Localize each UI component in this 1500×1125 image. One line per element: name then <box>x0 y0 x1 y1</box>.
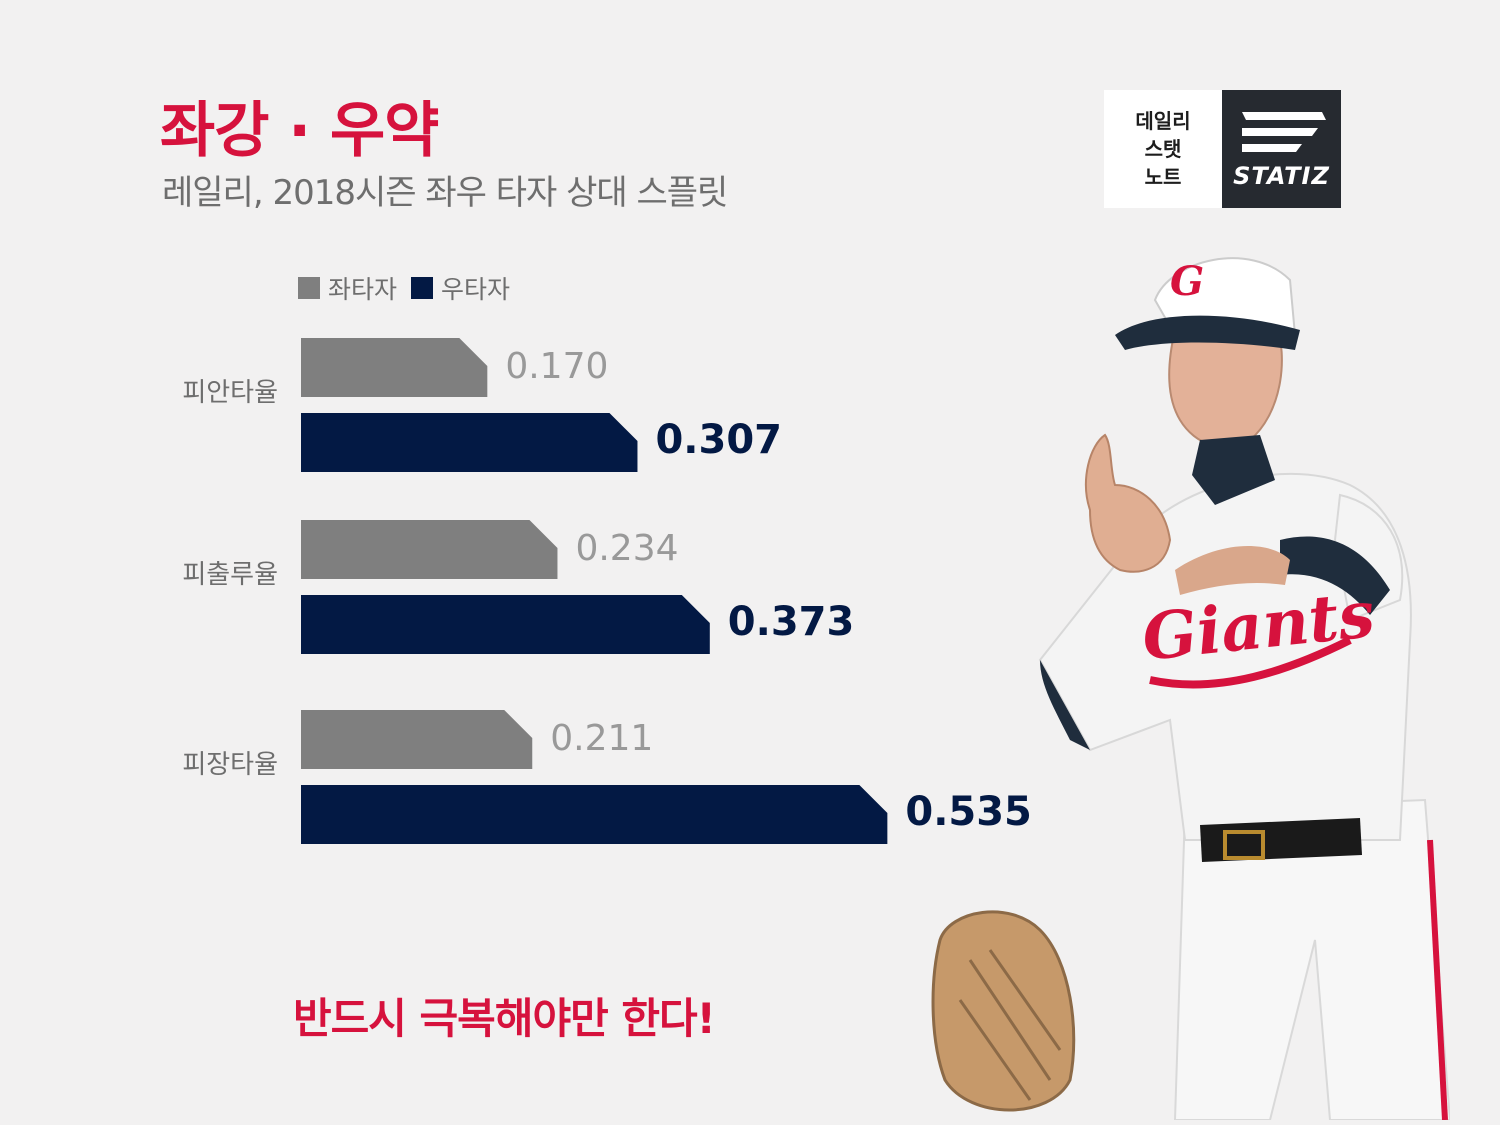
legend-label-left: 좌타자 <box>328 275 398 304</box>
category-label: 피안타율 <box>182 378 278 408</box>
logo-brand-block: STATIZ <box>1222 90 1341 208</box>
bar-right <box>301 413 638 472</box>
legend-label-right: 우타자 <box>441 275 511 304</box>
category-label: 피출루율 <box>182 560 278 590</box>
data-label: 0.211 <box>550 718 653 759</box>
bar-left <box>301 710 533 769</box>
conclusion-text: 반드시 극복해야만 한다! <box>293 994 716 1043</box>
pitcher-photo: G Giants <box>931 257 1450 1120</box>
bar-left <box>301 520 558 579</box>
legend-item-left: 좌타자 <box>298 270 397 306</box>
legend-swatch-left <box>298 277 320 299</box>
logo-line-2: 스탯 <box>1144 137 1182 161</box>
data-label: 0.373 <box>728 599 855 645</box>
legend-item-right: 우타자 <box>411 270 510 306</box>
category-label: 피장타율 <box>182 750 278 780</box>
statiz-stripes-icon <box>1242 112 1326 152</box>
logo-text-block: 데일리 스탯 노트 <box>1104 90 1222 208</box>
data-label: 0.234 <box>575 528 678 569</box>
logo-line-1: 데일리 <box>1135 109 1191 133</box>
chart-title: 좌강 · 우약 <box>160 96 439 166</box>
legend-swatch-right <box>411 277 434 299</box>
logo-brand-text: STATIZ <box>1233 162 1330 190</box>
bar-left <box>301 338 488 397</box>
statiz-logo: 데일리 스탯 노트 STATIZ <box>1104 90 1341 208</box>
bar-chart: 피안타율 0.170 0.307 피출루율 0.234 0.373 피장타율 0.211 0.5… <box>182 338 1032 844</box>
data-label: 0.307 <box>655 417 782 463</box>
chart-legend: 좌타자 우타자 <box>298 270 516 306</box>
logo-line-3: 노트 <box>1144 165 1182 189</box>
bar-right <box>301 785 888 844</box>
bar-right <box>301 595 710 654</box>
svg-text:G: G <box>1170 258 1204 305</box>
chart-subtitle: 레일리, 2018시즌 좌우 타자 상대 스플릿 <box>162 173 728 213</box>
data-label: 0.535 <box>905 789 1032 835</box>
data-label: 0.170 <box>505 346 608 387</box>
